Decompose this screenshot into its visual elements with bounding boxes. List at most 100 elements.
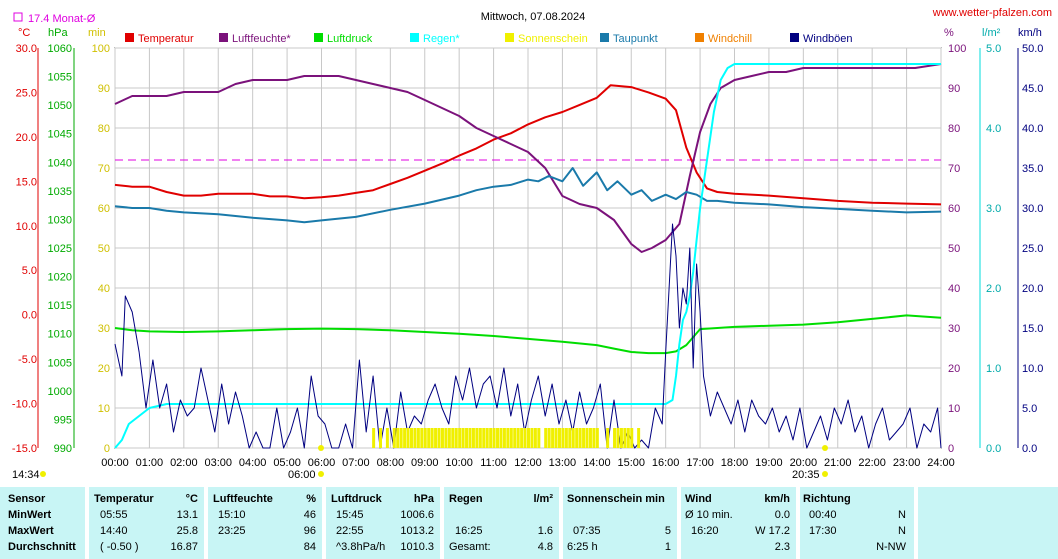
right-axes: 10090807060504030201005.04.03.02.01.00.0… xyxy=(948,43,1043,455)
stats-press-time: ^3.8hPa/h xyxy=(336,541,386,553)
wind-tick-label: 10.0 xyxy=(1022,363,1043,375)
stats-row-label: MaxWert xyxy=(8,525,54,537)
temp-tick-label: 5.0 xyxy=(22,265,37,277)
legend-swatch xyxy=(410,33,419,42)
sunshine-bar xyxy=(557,428,561,448)
pressure-tick-label: 1000 xyxy=(48,386,72,398)
stats-sun-time: 07:35 xyxy=(573,525,601,537)
rain-tick-label: 3.0 xyxy=(986,203,1001,215)
legend-swatch xyxy=(219,33,228,42)
legend-label: Taupunkt xyxy=(613,33,658,45)
sunshine-bar xyxy=(451,428,455,448)
stats-header-wind-unit: km/h xyxy=(764,493,790,505)
sunshine-bar xyxy=(372,428,376,448)
stats-dir-value: N xyxy=(898,525,906,537)
sunshine-bar xyxy=(434,428,438,448)
pressure-tick-label: 1035 xyxy=(48,186,72,198)
temp-tick-label: 20.0 xyxy=(16,132,37,144)
wind-tick-label: 5.0 xyxy=(1022,403,1037,415)
sunshine-bar xyxy=(547,428,551,448)
sun-icon xyxy=(40,471,46,477)
x-tick-label: 13:00 xyxy=(549,457,577,469)
stats-header-wind: Wind xyxy=(685,493,712,505)
stats-press-value: 1006.6 xyxy=(400,509,434,521)
minutes-tick-label: 0 xyxy=(104,443,110,455)
pressure-tick-label: 1005 xyxy=(48,357,72,369)
legend-swatch xyxy=(505,33,514,42)
legend-label: Windböen xyxy=(803,33,853,45)
sunshine-bar xyxy=(530,428,534,448)
minutes-tick-label: 20 xyxy=(98,363,110,375)
stats-header-temp: Temperatur xyxy=(94,493,154,505)
sunrise-icon xyxy=(318,471,324,477)
x-tick-label: 23:00 xyxy=(893,457,921,469)
stats-sun-value: 5 xyxy=(664,525,671,537)
sunshine-bar xyxy=(471,428,475,448)
sunshine-bar xyxy=(496,428,500,448)
x-tick-label: 01:00 xyxy=(136,457,164,469)
stats-header-press: Luftdruck xyxy=(331,493,382,505)
sunshine-bar xyxy=(578,428,582,448)
sunshine-bar xyxy=(489,428,493,448)
sunshine-bar xyxy=(533,428,537,448)
x-tick-label: 17:00 xyxy=(686,457,714,469)
series-layer xyxy=(114,63,942,449)
temp-tick-label: 15.0 xyxy=(16,176,37,188)
wind-tick-label: 45.0 xyxy=(1022,83,1043,95)
stats-wind-time: Ø 10 min. xyxy=(685,509,733,521)
sunshine-bar xyxy=(478,428,482,448)
humidity-tick-label: 60 xyxy=(948,203,960,215)
sunshine-bar xyxy=(637,428,641,448)
sunshine-bar xyxy=(544,428,548,448)
temp-tick-label: 0.0 xyxy=(22,310,37,322)
rain-tick-label: 5.0 xyxy=(986,43,1001,55)
sunshine-bar xyxy=(575,428,579,448)
stats-dir-value: N xyxy=(898,509,906,521)
stats-header-hum-unit: % xyxy=(306,493,316,505)
sunshine-bar xyxy=(509,428,513,448)
sunshine-bar xyxy=(413,428,417,448)
sunshine-bar xyxy=(437,428,441,448)
sunshine-bar xyxy=(482,428,486,448)
humidity-tick-label: 20 xyxy=(948,363,960,375)
minutes-tick-label: 50 xyxy=(98,243,110,255)
sunshine-bar xyxy=(420,428,424,448)
x-tick-label: 11:00 xyxy=(480,457,507,469)
sunshine-bar xyxy=(403,428,407,448)
stats-sun-time: 6:25 h xyxy=(567,541,598,553)
pressure-tick-label: 1050 xyxy=(48,100,72,112)
stats-row-label: MinWert xyxy=(8,509,52,521)
stats-wind-value: W 17.2 xyxy=(755,525,790,537)
sunshine-bar xyxy=(468,428,472,448)
minutes-tick-label: 80 xyxy=(98,123,110,135)
legend-label: Windchill xyxy=(708,33,752,45)
minutes-tick-label: 70 xyxy=(98,163,110,175)
sunshine-bar xyxy=(582,428,586,448)
sunshine-bar xyxy=(416,428,420,448)
legend-label: Regen* xyxy=(423,33,460,45)
temp-tick-label: 25.0 xyxy=(16,87,37,99)
stats-hum-time: 15:10 xyxy=(218,509,246,521)
humidity-tick-label: 0 xyxy=(948,443,954,455)
sunshine-bar xyxy=(595,428,599,448)
rain-tick-label: 4.0 xyxy=(986,123,1001,135)
x-axis: 00:00 01:00 02:00 03:00 04:00 05:00 06:00 07:00… xyxy=(101,457,955,469)
stats-rain-value: 4.8 xyxy=(537,541,553,553)
sunshine-bar xyxy=(444,428,448,448)
stats-hum-value: 46 xyxy=(303,509,316,521)
unit-humidity: % xyxy=(944,27,954,39)
legend-label: Sonnenschein xyxy=(518,33,588,45)
sunshine-bar xyxy=(379,428,383,448)
sunshine-bar xyxy=(516,428,520,448)
stats-press-value: 1013.2 xyxy=(400,525,434,537)
sunshine-bar xyxy=(502,428,506,448)
stats-press-value: 1010.3 xyxy=(400,541,434,553)
sunshine-bar xyxy=(527,428,530,448)
minutes-tick-label: 60 xyxy=(98,203,110,215)
pressure-tick-label: 1020 xyxy=(48,272,72,284)
now-time-label: 14:34 xyxy=(12,469,40,481)
humidity-tick-label: 70 xyxy=(948,163,960,175)
stats-rain-time: 16:25 xyxy=(455,525,483,537)
pressure-tick-label: 1030 xyxy=(48,214,72,226)
unit-temp: °C xyxy=(18,27,30,39)
